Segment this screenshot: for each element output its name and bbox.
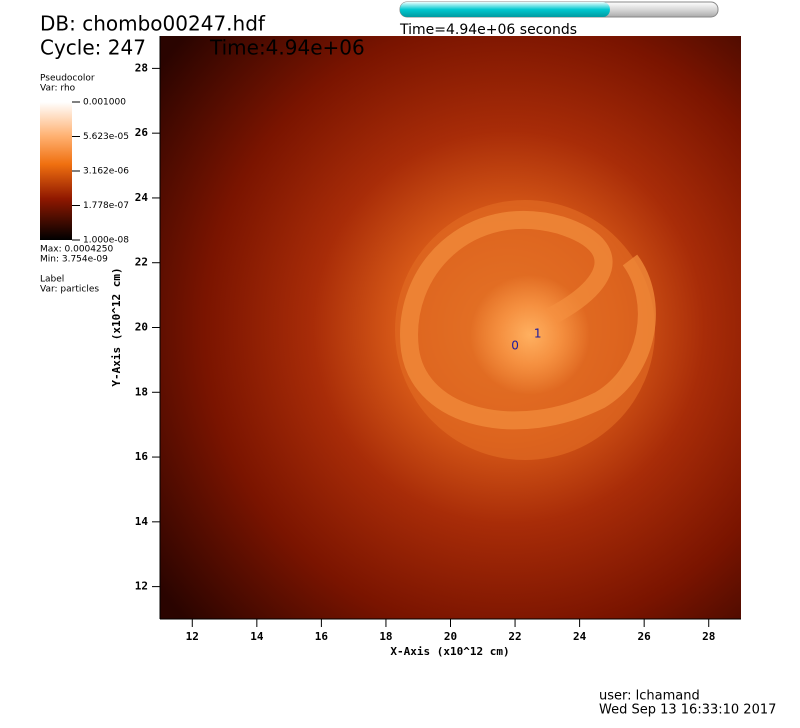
y-tick-label: 12 bbox=[135, 580, 148, 593]
x-tick-label: 22 bbox=[508, 630, 521, 643]
date: Wed Sep 13 16:33:10 2017 bbox=[599, 703, 776, 718]
time: Time:4.94e+06 bbox=[209, 36, 365, 60]
y-tick-label: 16 bbox=[135, 450, 149, 463]
colorbar bbox=[40, 102, 72, 240]
x-tick-label: 18 bbox=[379, 630, 392, 643]
y-tick-label: 26 bbox=[135, 126, 149, 139]
legend-min: Min: 3.754e-09 bbox=[40, 255, 108, 265]
legend-max: Max: 0.0004250 bbox=[40, 245, 113, 255]
x-tick-label: 14 bbox=[250, 630, 264, 643]
time-slider-fill bbox=[400, 2, 610, 17]
user: user: lchamand bbox=[599, 689, 700, 704]
y-tick-label: 14 bbox=[135, 515, 149, 528]
y-axis-label: Y-Axis (x10^12 cm) bbox=[110, 267, 123, 386]
y-tick-label: 22 bbox=[135, 256, 148, 269]
y-tick-label: 28 bbox=[135, 61, 148, 74]
x-tick-label: 16 bbox=[315, 630, 329, 643]
x-axis-label: X-Axis (x10^12 cm) bbox=[390, 645, 509, 658]
plot-area bbox=[160, 36, 741, 619]
colorbar-label: 3.162e-06 bbox=[83, 167, 129, 177]
core bbox=[470, 275, 590, 395]
colorbar-label: 5.623e-05 bbox=[83, 132, 129, 142]
spiral-arm bbox=[400, 210, 656, 430]
y-tick-label: 18 bbox=[135, 385, 148, 398]
legend-title: Pseudocolor bbox=[40, 74, 95, 84]
legend-var: Var: rho bbox=[40, 84, 76, 94]
x-tick-label: 20 bbox=[444, 630, 457, 643]
db-name: DB: chombo00247.hdf bbox=[40, 12, 266, 36]
x-tick-label: 26 bbox=[638, 630, 652, 643]
colorbar-label: 1.000e-08 bbox=[83, 236, 129, 246]
cycle: Cycle: 247 bbox=[40, 36, 146, 60]
label-title: Label bbox=[40, 275, 64, 285]
x-tick-label: 24 bbox=[573, 630, 587, 643]
x-tick-label: 12 bbox=[186, 630, 199, 643]
y-tick-label: 20 bbox=[135, 321, 148, 334]
x-tick-label: 28 bbox=[702, 630, 715, 643]
label-var: Var: particles bbox=[40, 285, 99, 295]
time-label: Time=4.94e+06 seconds bbox=[399, 22, 577, 38]
y-tick-label: 24 bbox=[135, 191, 149, 204]
colorbar-label: 1.778e-07 bbox=[83, 201, 129, 211]
colorbar-label: 0.001000 bbox=[83, 98, 126, 108]
particle-label: 0 bbox=[511, 338, 519, 352]
particle-label: 1 bbox=[534, 326, 542, 340]
